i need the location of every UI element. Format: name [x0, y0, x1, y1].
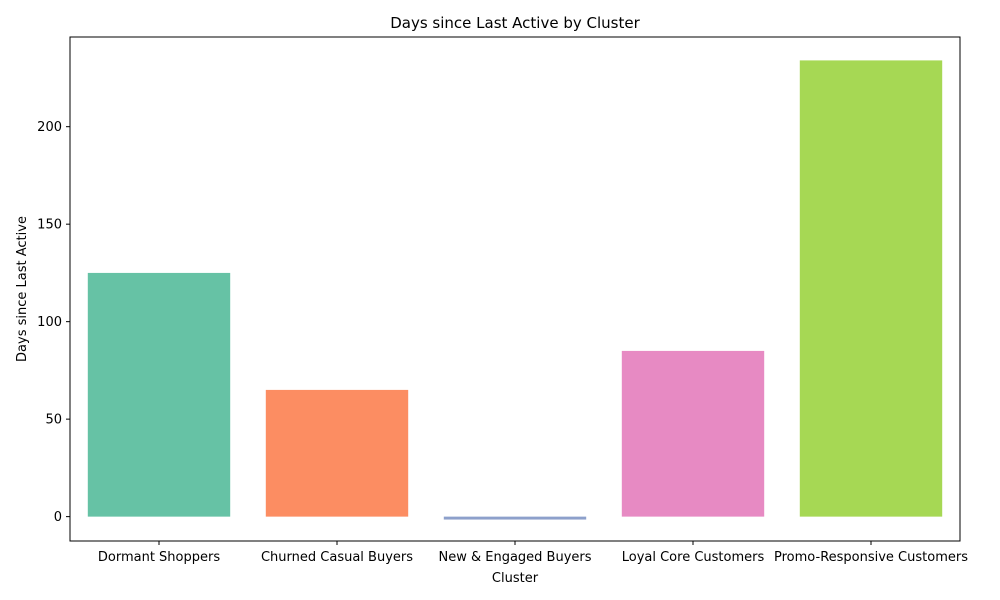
- y-tick-label: 200: [37, 120, 62, 135]
- y-tick-label: 50: [45, 413, 62, 428]
- x-tick-label: Churned Casual Buyers: [261, 550, 413, 565]
- x-tick-label: Dormant Shoppers: [98, 550, 220, 565]
- x-tick-label: Promo-Responsive Customers: [774, 550, 968, 565]
- bar: [265, 389, 409, 517]
- bar: [799, 60, 943, 517]
- bar: [87, 272, 231, 517]
- y-tick-label: 100: [37, 315, 62, 330]
- x-axis-label: Cluster: [492, 571, 539, 586]
- bar: [621, 350, 765, 517]
- y-tick-label: 0: [54, 510, 62, 525]
- y-axis-label: Days since Last Active: [15, 216, 30, 362]
- x-tick-label: New & Engaged Buyers: [438, 550, 591, 565]
- bar: [443, 516, 587, 520]
- x-tick-label: Loyal Core Customers: [622, 550, 765, 565]
- y-tick-label: 150: [37, 218, 62, 233]
- plot-area: Dormant Shoppers Churned Casual Buyers New…: [37, 60, 968, 565]
- chart-title: Days since Last Active by Cluster: [390, 14, 640, 32]
- plot-frame: [69, 36, 961, 542]
